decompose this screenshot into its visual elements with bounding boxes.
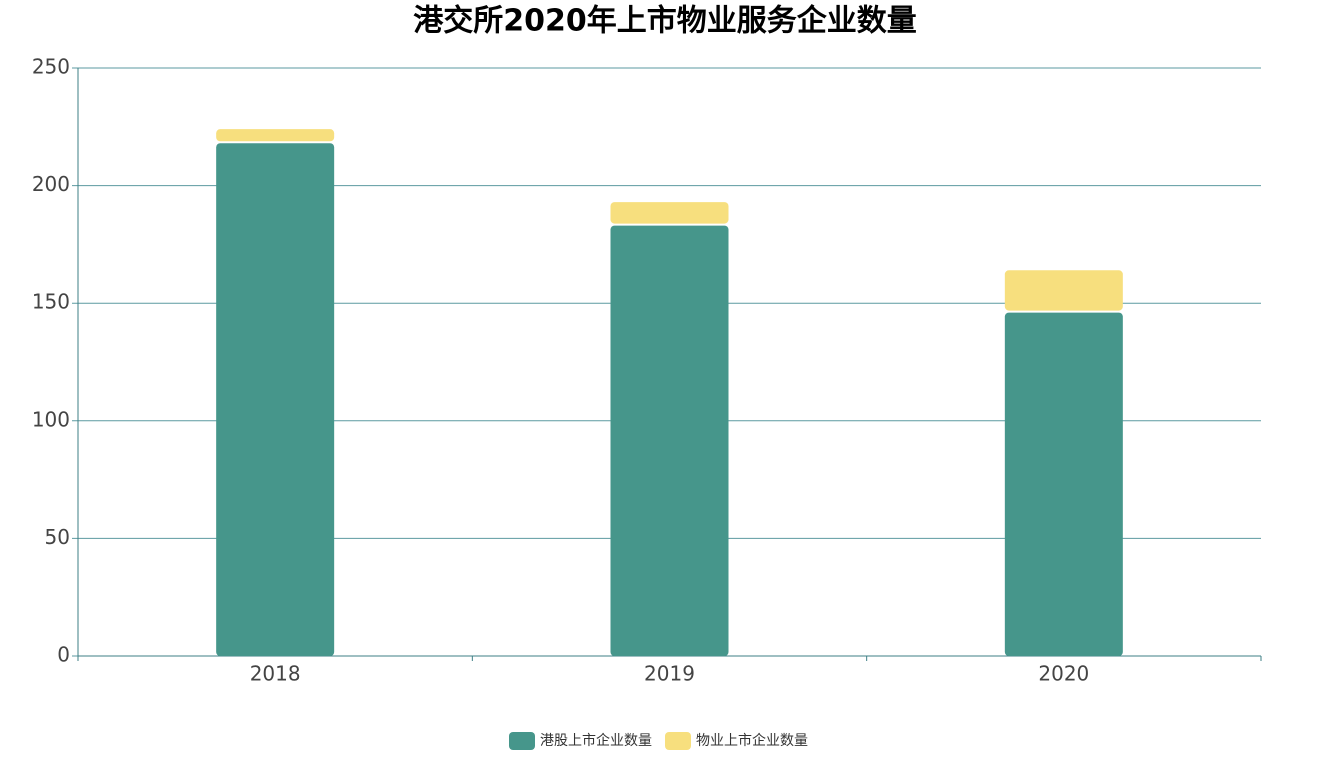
legend-swatch — [509, 732, 535, 750]
bar — [216, 129, 335, 142]
legend-label: 港股上市企业数量 — [540, 732, 652, 749]
x-tick-label: 2020 — [1038, 662, 1089, 686]
legend-swatch — [665, 732, 691, 750]
x-tick-label: 2019 — [644, 662, 695, 686]
bar — [1004, 312, 1123, 656]
y-tick-label: 200 — [32, 172, 70, 196]
legend-label: 物业上市企业数量 — [696, 732, 808, 749]
y-tick-label: 150 — [32, 290, 70, 314]
y-tick-label: 100 — [32, 407, 70, 431]
x-tick-label: 2018 — [250, 662, 301, 686]
y-tick-label: 50 — [45, 525, 70, 549]
y-tick-label: 0 — [57, 643, 70, 667]
y-tick-label: 250 — [32, 55, 70, 79]
bar — [216, 143, 335, 656]
bar — [610, 225, 729, 657]
bar — [1004, 270, 1123, 311]
chart-title: 港交所2020年上市物业服务企业数量 — [413, 4, 917, 39]
bar — [610, 202, 729, 224]
